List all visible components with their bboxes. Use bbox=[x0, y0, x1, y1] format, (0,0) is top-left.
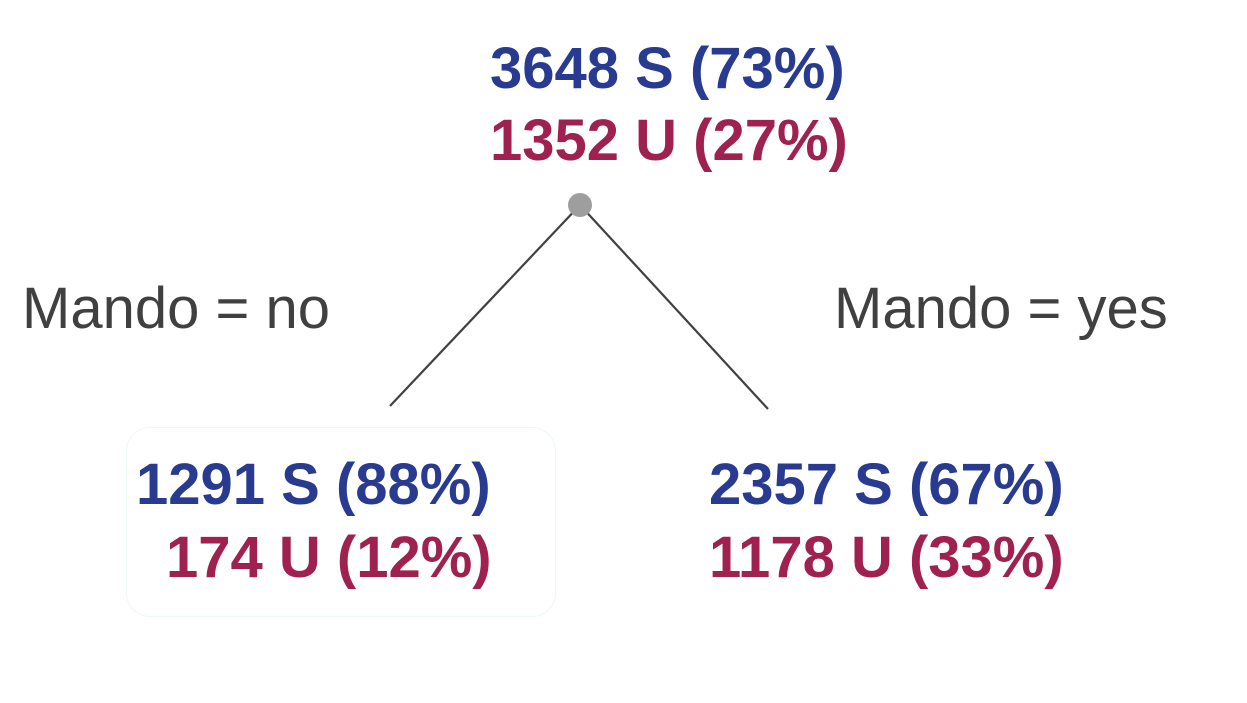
left-edge bbox=[389, 204, 581, 407]
right-branch-label: Mando = yes bbox=[834, 276, 1168, 341]
right-s-count: 2357 S (67%) bbox=[709, 452, 1064, 517]
right-u-count: 1178 U (33%) bbox=[709, 525, 1064, 590]
left-node-card bbox=[126, 427, 556, 617]
left-u-count: 174 U (12%) bbox=[166, 525, 492, 590]
right-edge bbox=[579, 204, 769, 410]
left-branch-label: Mando = no bbox=[22, 276, 330, 341]
root-u-count: 1352 U (27%) bbox=[490, 108, 848, 173]
root-s-count: 3648 S (73%) bbox=[490, 36, 845, 101]
left-s-count: 1291 S (88%) bbox=[136, 452, 491, 517]
split-dot bbox=[568, 193, 592, 217]
